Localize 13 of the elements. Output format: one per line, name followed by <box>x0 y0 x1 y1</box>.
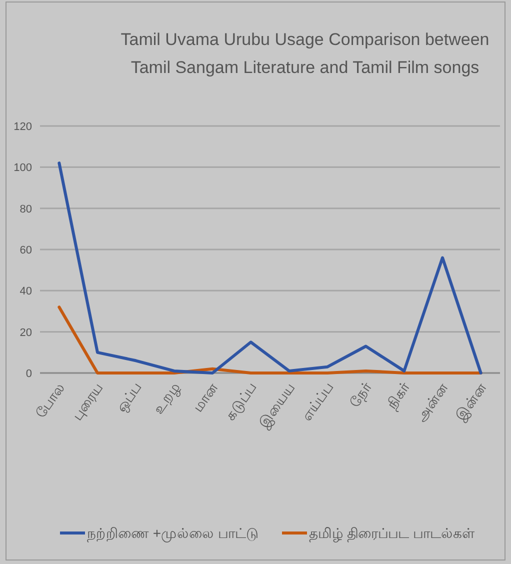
y-tick-label: 120 <box>14 121 32 133</box>
y-tick-label: 100 <box>14 162 32 174</box>
chart-title: Tamil Uvama Urubu Usage Comparison between Tamil Sangam Literature and Tamil Film songs <box>120 30 490 77</box>
legend-label: நற்றிணை +முல்லை பாட்டு <box>87 525 259 542</box>
x-tick-label: நேர் <box>346 378 376 411</box>
legend-label: தமிழ் திரைப்பட பாடல்கள் <box>309 525 475 542</box>
y-tick-label: 60 <box>20 244 32 256</box>
y-tick-label: 20 <box>20 326 32 339</box>
y-tick-label: 0 <box>26 368 32 380</box>
line-series <box>58 162 482 374</box>
line-series <box>58 306 482 374</box>
y-tick-label: 40 <box>20 286 32 298</box>
y-tick-label: 80 <box>20 203 32 216</box>
